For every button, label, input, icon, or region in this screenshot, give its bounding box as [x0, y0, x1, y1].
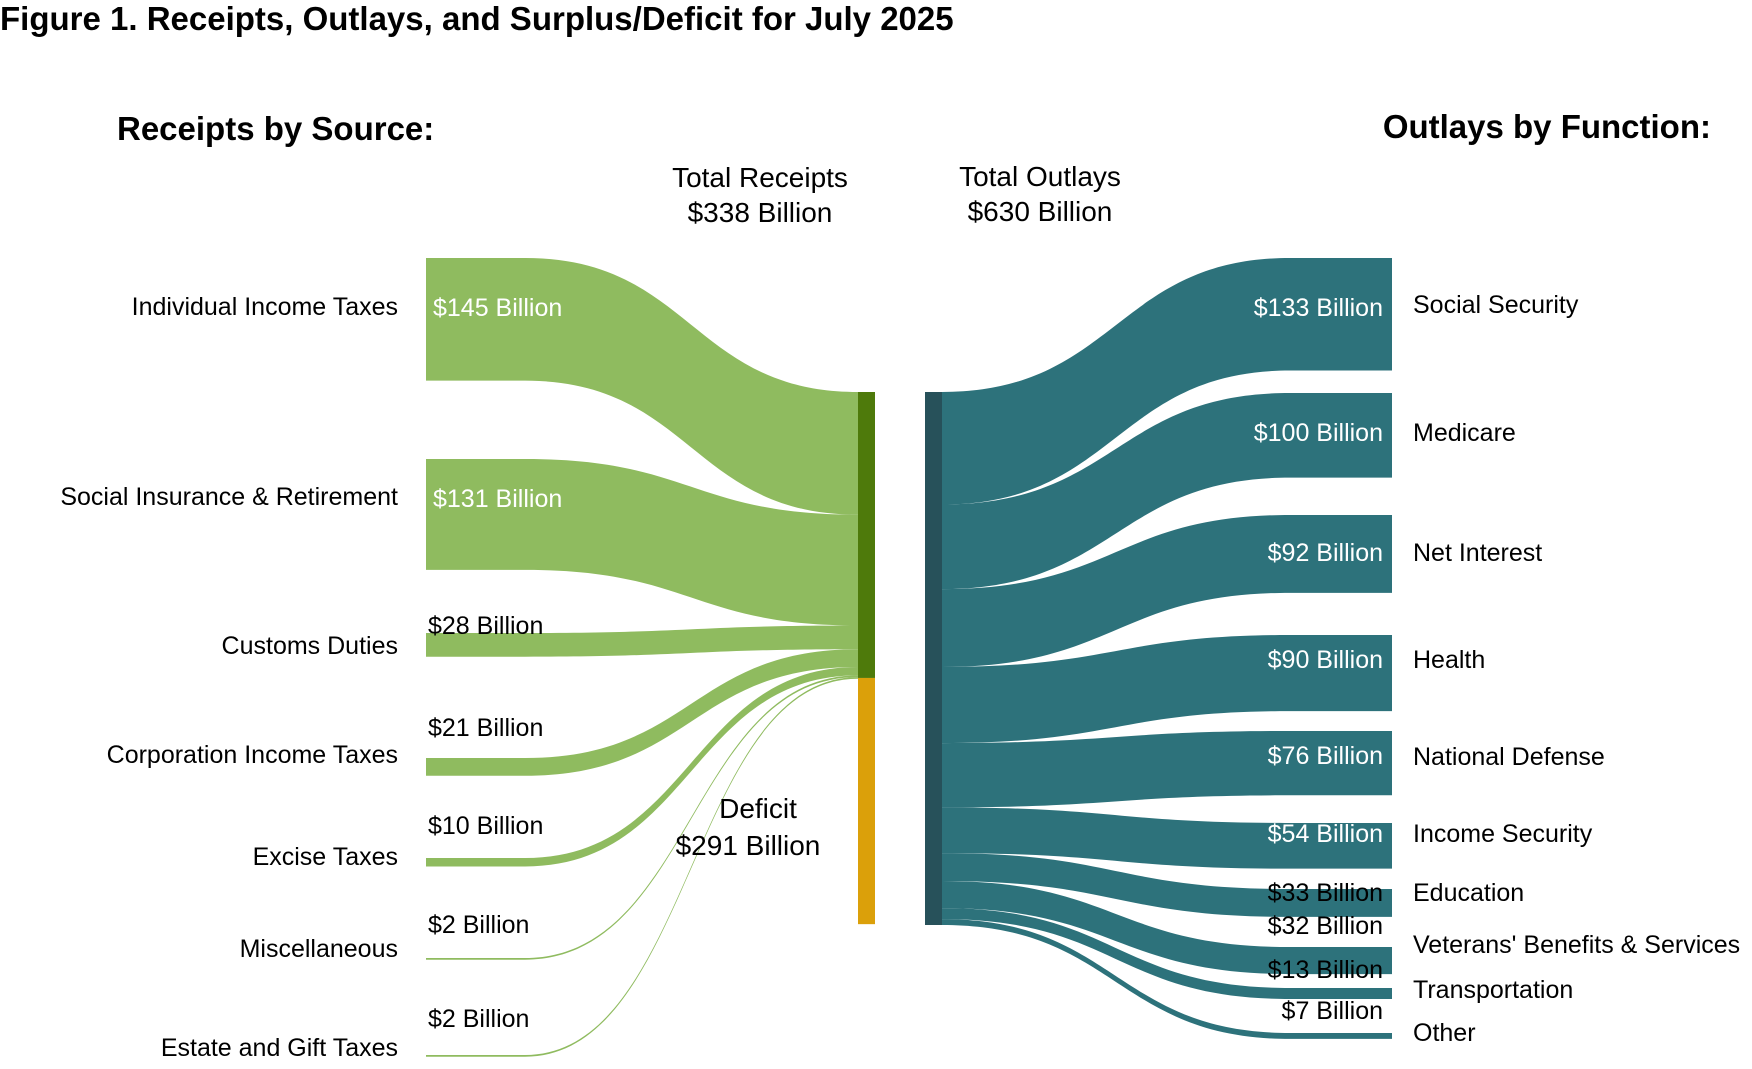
outlay-label-education: Education: [1413, 879, 1524, 907]
receipt-value-excise-taxes: $10 Billion: [428, 812, 543, 840]
receipt-label-customs-duties: Customs Duties: [222, 632, 398, 660]
receipt-label-individual-income-taxes: Individual Income Taxes: [132, 293, 398, 321]
total-outlays-label: Total Outlays: [959, 161, 1121, 192]
outlay-value-social-security: $133 Billion: [1254, 294, 1383, 322]
outlay-label-national-defense: National Defense: [1413, 743, 1605, 771]
receipts-heading: Receipts by Source:: [117, 110, 434, 147]
outlay-label-veterans-benefits-and-services: Veterans' Benefits & Services: [1413, 931, 1740, 959]
receipt-value-customs-duties: $28 Billion: [428, 612, 543, 640]
outlay-flow-national-defense: [942, 731, 1392, 808]
total-outlays-bar: [925, 392, 942, 925]
receipt-value-social-insurance-and-retirement: $131 Billion: [433, 485, 562, 513]
outlay-flow-income-security: [942, 807, 1392, 869]
outlay-value-other: $7 Billion: [1282, 997, 1383, 1025]
outlay-label-net-interest: Net Interest: [1413, 539, 1542, 567]
outlay-value-national-defense: $76 Billion: [1268, 742, 1383, 770]
outlays-heading: Outlays by Function:: [1383, 108, 1711, 145]
outlay-label-health: Health: [1413, 646, 1485, 674]
outlay-value-medicare: $100 Billion: [1254, 419, 1383, 447]
outlay-value-veterans-benefits-and-services: $32 Billion: [1268, 912, 1383, 940]
receipt-flow-corporation-income-taxes: [426, 649, 858, 776]
outlay-value-net-interest: $92 Billion: [1268, 539, 1383, 567]
total-outlays-value: $630 Billion: [968, 196, 1113, 227]
deficit-bar: [858, 677, 875, 925]
outlay-label-medicare: Medicare: [1413, 419, 1516, 447]
outlay-value-health: $90 Billion: [1268, 646, 1383, 674]
total-receipts-value: $338 Billion: [688, 197, 833, 228]
outlay-label-income-security: Income Security: [1413, 820, 1593, 848]
receipt-flow-social-insurance-and-retirement: [426, 459, 858, 626]
receipt-value-individual-income-taxes: $145 Billion: [433, 294, 562, 322]
outlay-flow-social-security: [942, 258, 1392, 505]
receipt-flows: [426, 258, 858, 1057]
outlay-label-transportation: Transportation: [1413, 976, 1573, 1004]
outlay-value-transportation: $13 Billion: [1268, 956, 1383, 984]
outlay-labels: $133 Billion Social Security $100 Billion M…: [1254, 291, 1740, 1047]
total-bars: [858, 392, 942, 925]
receipt-labels: $145 Billion Individual Income Taxes $131 …: [60, 293, 562, 1062]
outlay-label-other: Other: [1413, 1019, 1476, 1047]
outlay-value-education: $33 Billion: [1268, 879, 1383, 907]
outlay-flow-medicare: [942, 393, 1392, 590]
outlay-flow-net-interest: [942, 515, 1392, 667]
receipt-label-social-insurance-and-retirement: Social Insurance & Retirement: [60, 483, 398, 511]
outlay-flow-transportation: [942, 908, 1392, 999]
receipt-label-corporation-income-taxes: Corporation Income Taxes: [107, 741, 398, 769]
receipt-label-excise-taxes: Excise Taxes: [253, 843, 398, 871]
total-receipts-label: Total Receipts: [672, 162, 848, 193]
receipt-flow-individual-income-taxes: [426, 258, 858, 515]
receipt-flow-customs-duties: [426, 625, 858, 657]
total-receipts-bar: [858, 392, 875, 678]
outlay-flow-veterans-benefits-and-services: [942, 881, 1392, 975]
outlay-value-income-security: $54 Billion: [1268, 820, 1383, 848]
receipt-label-estate-and-gift-taxes: Estate and Gift Taxes: [161, 1034, 398, 1062]
outlay-label-social-security: Social Security: [1413, 291, 1579, 319]
receipt-label-miscellaneous: Miscellaneous: [240, 935, 398, 963]
receipt-value-estate-and-gift-taxes: $2 Billion: [428, 1005, 529, 1033]
receipt-value-miscellaneous: $2 Billion: [428, 911, 529, 939]
outlay-flow-health: [942, 635, 1392, 744]
deficit-value: $291 Billion: [676, 830, 821, 861]
deficit-label: Deficit: [719, 793, 797, 824]
receipt-value-corporation-income-taxes: $21 Billion: [428, 714, 543, 742]
figure-title: Figure 1. Receipts, Outlays, and Surplus…: [0, 0, 954, 37]
outlay-flows: [942, 258, 1392, 1039]
outlay-flow-education: [942, 853, 1392, 917]
